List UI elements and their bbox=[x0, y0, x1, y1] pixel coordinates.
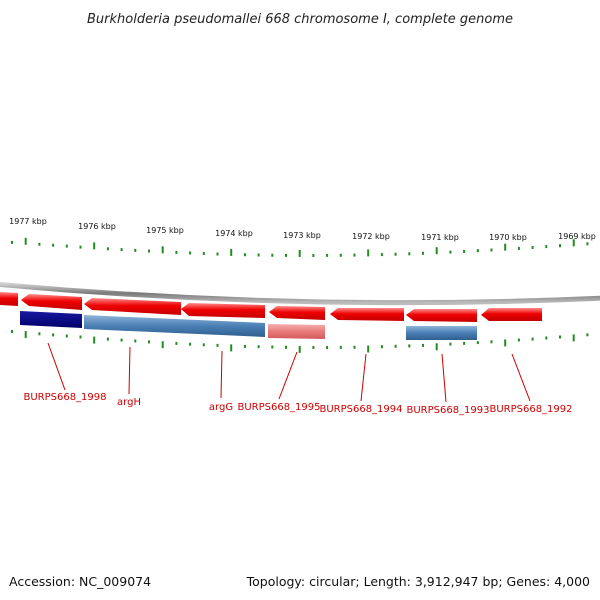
gene-arrow[interactable] bbox=[406, 309, 477, 322]
gene-block[interactable] bbox=[20, 311, 82, 328]
map-title: Burkholderia pseudomallei 668 chromosome… bbox=[87, 12, 513, 27]
gene-arrow[interactable] bbox=[84, 298, 181, 315]
gene-arrow[interactable] bbox=[269, 306, 325, 320]
label-connectors bbox=[47, 342, 531, 403]
tick-label: 1972 kbp bbox=[352, 232, 390, 241]
tick-label: 1971 kbp bbox=[421, 233, 459, 242]
connector-line bbox=[47, 342, 66, 391]
gene-arrow[interactable] bbox=[21, 294, 82, 310]
connector-line bbox=[511, 353, 531, 402]
connector-line bbox=[278, 351, 298, 400]
gene-block[interactable] bbox=[84, 315, 265, 337]
forward-strand-genes bbox=[0, 292, 542, 322]
topology-text: Topology: circular; Length: 3,912,947 bp… bbox=[246, 574, 590, 589]
tick-labels: 1977 kbp 1976 kbp 1975 kbp 1974 kbp 1973… bbox=[9, 217, 596, 242]
gene-label[interactable]: BURPS668_1995 bbox=[237, 402, 320, 413]
gene-block[interactable] bbox=[406, 326, 477, 340]
tick-label: 1973 kbp bbox=[283, 231, 321, 240]
connector-line bbox=[360, 353, 367, 402]
tick-label: 1975 kbp bbox=[146, 226, 184, 235]
tick-label: 1974 kbp bbox=[215, 229, 253, 238]
tick-label: 1976 kbp bbox=[78, 222, 116, 231]
gene-label[interactable]: BURPS668_1998 bbox=[23, 392, 106, 403]
gene-arrow[interactable] bbox=[0, 292, 18, 306]
connector-line bbox=[128, 346, 131, 395]
gene-arrow[interactable] bbox=[481, 308, 542, 321]
gene-arrow[interactable] bbox=[181, 303, 265, 318]
gene-block[interactable] bbox=[268, 324, 325, 339]
tick-label: 1977 kbp bbox=[9, 217, 47, 226]
connector-line bbox=[441, 353, 447, 403]
connector-line bbox=[220, 350, 223, 399]
accession-text: Accession: NC_009074 bbox=[9, 574, 151, 589]
inner-tick-marks bbox=[11, 330, 589, 353]
gene-label[interactable]: BURPS668_1994 bbox=[319, 404, 402, 415]
tick-label: 1969 kbp bbox=[558, 232, 596, 241]
tick-label: 1970 kbp bbox=[489, 233, 527, 242]
gene-label[interactable]: argH bbox=[117, 397, 141, 408]
gene-label[interactable]: BURPS668_1993 bbox=[406, 405, 489, 416]
reverse-strand-genes bbox=[20, 311, 477, 340]
gene-label[interactable]: argG bbox=[209, 402, 233, 413]
gene-label[interactable]: BURPS668_1992 bbox=[489, 404, 572, 415]
gene-arrow[interactable] bbox=[330, 308, 404, 321]
backbone-arc bbox=[0, 281, 600, 306]
gene-labels: BURPS668_1998 argH argG BURPS668_1995 BU… bbox=[23, 392, 572, 416]
outer-tick-marks bbox=[11, 237, 589, 257]
